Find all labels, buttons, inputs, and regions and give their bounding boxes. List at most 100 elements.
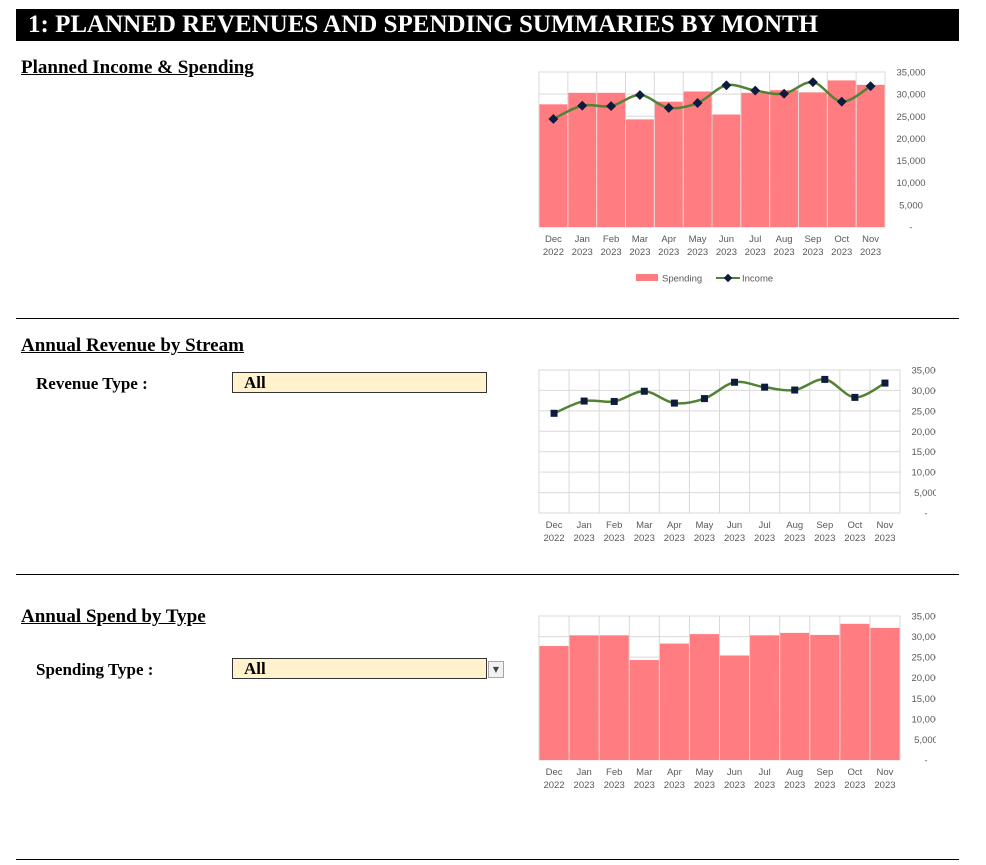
x-tick-label: 2023: [664, 533, 685, 544]
bar: [626, 119, 654, 227]
x-tick-label: 2023: [814, 533, 835, 544]
y-tick-label: 30,000: [896, 90, 925, 101]
x-tick-label: Feb: [603, 234, 619, 245]
y-tick-label: 20,000: [896, 134, 925, 145]
x-tick-label: 2023: [716, 247, 737, 258]
x-tick-label: Oct: [847, 520, 862, 531]
x-tick-label: Jan: [576, 520, 591, 531]
x-tick-label: Jan: [575, 234, 590, 245]
x-tick-label: Sep: [816, 520, 833, 531]
section-title-revenue-stream: Annual Revenue by Stream: [21, 335, 244, 356]
x-tick-label: Apr: [661, 234, 676, 245]
x-tick-label: 2023: [745, 247, 766, 258]
x-tick-label: Sep: [804, 234, 821, 245]
x-tick-label: May: [689, 234, 707, 245]
legend-label: Spending: [662, 274, 702, 285]
revenue-type-select[interactable]: All: [232, 372, 487, 393]
x-tick-label: Dec: [546, 767, 563, 778]
income-spending-chart: - 5,000 10,000 15,000 20,000 25,000 30,000 35,0…: [538, 68, 926, 285]
data-point: [791, 386, 799, 394]
y-tick-label: 15,000: [911, 694, 936, 705]
bar: [741, 92, 770, 227]
x-tick-label: Dec: [545, 234, 562, 245]
bar: [712, 114, 741, 227]
y-tick-label: 10,000: [896, 178, 925, 189]
chevron-down-icon[interactable]: ▼: [488, 661, 504, 678]
data-point: [577, 100, 588, 111]
x-tick-label: Mar: [636, 767, 652, 778]
y-tick-label: -: [924, 509, 927, 520]
y-tick-label: 35,000: [911, 366, 936, 377]
data-point: [750, 85, 761, 96]
revenue-type-label: Revenue Type :: [36, 374, 148, 393]
x-tick-label: Feb: [606, 767, 622, 778]
bar: [597, 92, 625, 227]
data-point: [851, 393, 859, 401]
legend-marker: [723, 273, 733, 283]
x-tick-label: Apr: [667, 767, 682, 778]
x-tick-label: Aug: [776, 234, 793, 245]
data-point: [640, 387, 648, 395]
y-tick-label: 20,000: [911, 427, 936, 438]
bar: [770, 90, 798, 228]
x-tick-label: Aug: [786, 520, 803, 531]
x-tick-label: 2023: [629, 247, 650, 258]
y-tick-label: 5,000: [914, 488, 936, 499]
y-tick-label: 30,000: [911, 632, 936, 643]
bar: [856, 84, 885, 227]
data-point: [881, 379, 889, 387]
x-tick-label: 2023: [658, 247, 679, 258]
bar: [659, 643, 689, 760]
x-tick-label: 2023: [784, 533, 805, 544]
x-tick-label: 2023: [844, 780, 865, 791]
bar: [870, 627, 900, 760]
x-tick-label: 2023: [634, 780, 655, 791]
y-tick-label: 35,000: [896, 68, 925, 79]
x-tick-label: Oct: [834, 234, 849, 245]
x-tick-label: 2023: [574, 780, 595, 791]
x-tick-label: Nov: [877, 767, 894, 778]
y-tick-label: 5,000: [899, 200, 923, 211]
x-tick-label: Mar: [632, 234, 648, 245]
x-tick-label: Jan: [576, 767, 591, 778]
x-tick-label: 2023: [814, 780, 835, 791]
data-point: [821, 375, 829, 383]
x-tick-label: 2023: [687, 247, 708, 258]
x-tick-label: Dec: [546, 520, 563, 531]
section-title-income-spending: Planned Income & Spending: [21, 57, 254, 78]
x-tick-label: 2023: [694, 533, 715, 544]
data-point: [761, 383, 769, 391]
y-tick-label: 15,000: [911, 447, 936, 458]
section-divider: [16, 859, 959, 860]
y-tick-label: 10,000: [911, 468, 936, 479]
x-tick-label: 2023: [724, 533, 745, 544]
legend-label: Income: [742, 274, 773, 285]
x-tick-label: Apr: [667, 520, 682, 531]
x-tick-label: May: [695, 767, 713, 778]
x-tick-label: Nov: [877, 520, 894, 531]
bar: [840, 623, 870, 760]
x-tick-label: 2023: [664, 780, 685, 791]
x-tick-label: 2023: [774, 247, 795, 258]
x-tick-label: Feb: [606, 520, 622, 531]
data-point: [836, 96, 847, 107]
x-tick-label: 2023: [604, 533, 625, 544]
x-tick-label: 2023: [694, 780, 715, 791]
x-tick-label: 2023: [754, 780, 775, 791]
bar: [599, 635, 629, 760]
y-tick-label: 30,000: [911, 386, 936, 397]
x-tick-label: 2023: [572, 247, 593, 258]
x-tick-label: 2023: [601, 247, 622, 258]
x-tick-label: 2023: [724, 780, 745, 791]
bar: [799, 92, 827, 227]
data-point: [731, 378, 739, 386]
bar: [810, 634, 840, 760]
x-tick-label: Mar: [636, 520, 652, 531]
x-tick-label: Jul: [759, 767, 771, 778]
spending-type-select[interactable]: All: [232, 658, 487, 679]
section-divider: [16, 574, 959, 575]
bar: [780, 632, 810, 760]
x-tick-label: 2023: [860, 247, 881, 258]
x-tick-label: Jul: [749, 234, 761, 245]
bar: [720, 655, 750, 760]
